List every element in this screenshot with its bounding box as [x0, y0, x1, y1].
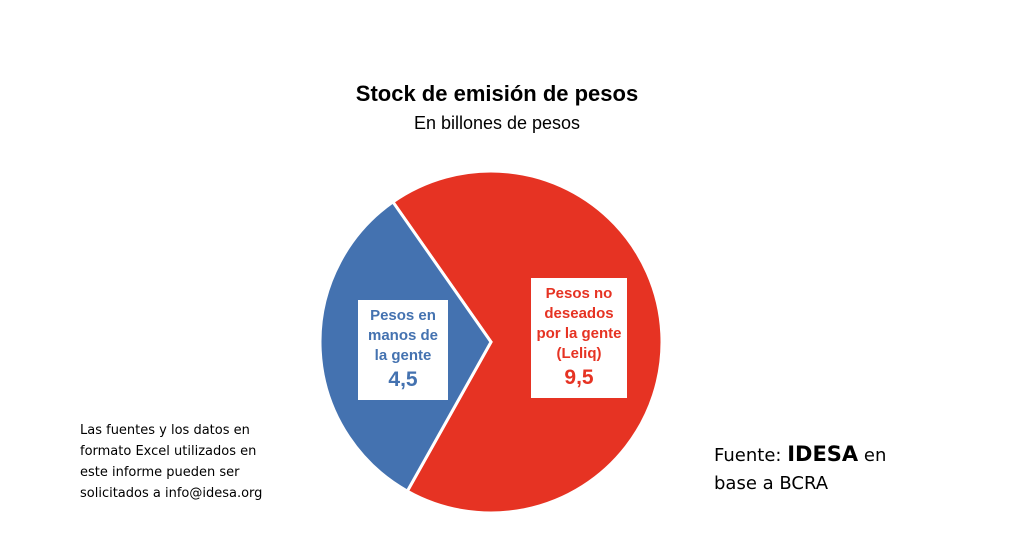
note: Las fuentes y los datos en formato Excel…	[80, 423, 263, 501]
source-prefix: Fuente:	[714, 445, 782, 466]
chart-subtitle: En billones de pesos	[414, 113, 580, 133]
value-label: 9,5	[564, 366, 594, 389]
value-label: 4,5	[388, 368, 418, 391]
pie-slice	[390, 169, 664, 515]
source-org: IDESA	[787, 442, 859, 466]
data-label: Pesos no deseados por la gente (Leliq) 9,…	[531, 278, 627, 398]
category-label: Pesos en manos de la gente	[367, 307, 439, 364]
source: Fuente: IDESA en base a BCRA	[714, 440, 914, 498]
data-label: Pesos en manos de la gente 4,5	[358, 300, 448, 400]
source-suffix: en base a BCRA	[714, 445, 887, 494]
chart-title: Stock de emisión de pesos	[356, 81, 638, 106]
category-label: Pesos no deseados por la gente (Leliq)	[536, 285, 622, 362]
